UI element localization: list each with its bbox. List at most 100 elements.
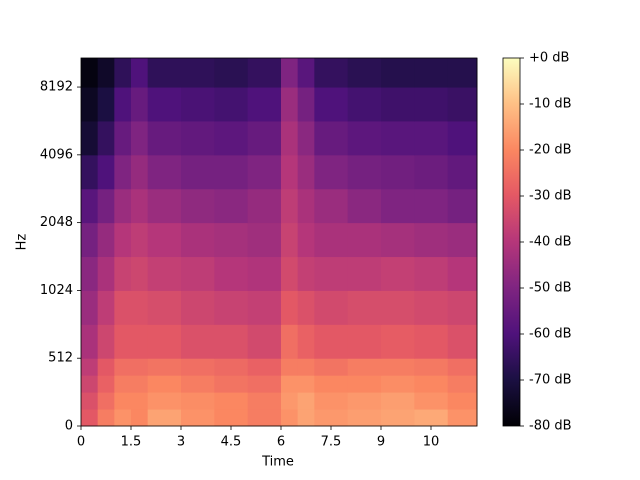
spectrogram-cell [297,87,315,122]
y-tick-label: 4096 [40,147,73,162]
spectrogram-cell [381,222,415,258]
spectrogram-cell [181,120,215,156]
spectrogram-cell [281,409,299,427]
spectrogram-cell [347,188,382,224]
spectrogram-cell [414,154,449,190]
spectrogram-cell [447,324,478,359]
spectrogram-cell [314,392,349,410]
spectrogram-cell [131,222,149,258]
spectrogram-cell [114,392,132,410]
spectrogram-cell [381,290,415,325]
spectrogram-cell [381,154,415,190]
spectrogram-cell [114,154,132,190]
spectrogram-cell [314,409,349,427]
spectrogram-cell [131,375,149,393]
spectrogram-cell [381,256,415,291]
spectrogram-cell [181,87,215,122]
spectrogram-cell [281,392,299,410]
spectrogram-cell [314,58,349,88]
spectrogram-cell [281,222,299,258]
spectrogram-cell [131,324,149,359]
spectrogram-cell [314,375,349,393]
spectrogram-cell [114,358,132,376]
spectrogram-cell [147,290,182,325]
spectrogram-cell [247,256,282,291]
spectrogram-cell [447,222,478,258]
spectrogram-cell [247,375,282,393]
colorbar-tick-label: -80 dB [529,419,572,434]
spectrogram-cell [347,392,382,410]
spectrogram-cell [81,392,99,410]
spectrogram-cell [247,120,282,156]
spectrogram-cell [81,256,99,291]
spectrogram-cell [81,222,99,258]
spectrogram-cell [314,188,349,224]
spectrogram-cell [381,409,415,427]
x-tick-label: 10 [423,435,440,450]
spectrogram-cell [281,87,299,122]
spectrogram-cell [114,87,132,122]
spectrogram-cell [81,358,99,376]
y-tick-label: 512 [48,351,73,366]
colorbar-tick-label: -20 dB [529,143,572,158]
y-tick-label: 2048 [40,215,73,230]
spectrogram-cell [414,290,449,325]
spectrogram-cell [347,409,382,427]
spectrogram-cell [381,392,415,410]
spectrogram-cell [247,154,282,190]
spectrogram-cell [447,392,478,410]
spectrogram-cell [97,358,115,376]
spectrogram-cell [81,58,99,88]
colorbar-tick-label: -50 dB [529,281,572,296]
spectrogram-cell [81,120,99,156]
spectrogram-cell [147,256,182,291]
spectrogram-cell [114,58,132,88]
spectrogram-cell [314,358,349,376]
spectrogram-cell [247,392,282,410]
x-tick-label: 9 [377,435,385,450]
spectrogram-cell [114,375,132,393]
spectrogram-cell [214,324,249,359]
spectrogram-cell [181,409,215,427]
spectrogram-cell [81,154,99,190]
spectrogram-cell [447,120,478,156]
spectrogram-cell [414,256,449,291]
y-tick-label: 0 [65,419,73,434]
colorbar-tick-label: -60 dB [529,327,572,342]
spectrogram-cell [97,188,115,224]
colorbar-tick-label: -30 dB [529,189,572,204]
spectrogram-cell [297,290,315,325]
spectrogram-cell [131,87,149,122]
spectrogram-cell [214,58,249,88]
spectrogram-cell [414,58,449,88]
spectrogram-cell [131,358,149,376]
spectrogram-cell [181,290,215,325]
spectrogram-cell [97,290,115,325]
spectrogram-cell [447,87,478,122]
x-tick-label: 0 [77,435,85,450]
colorbar-tick-label: +0 dB [529,51,569,66]
spectrogram-cell [247,409,282,427]
spectrogram-cell [81,375,99,393]
spectrogram-cell [147,375,182,393]
spectrogram-cell [114,188,132,224]
spectrogram-cell [97,392,115,410]
spectrogram-cell [347,290,382,325]
spectrogram-cell [297,154,315,190]
spectrogram-cell [131,290,149,325]
spectrogram-cell [114,256,132,291]
spectrogram-cell [147,58,182,88]
spectrogram-cell [214,222,249,258]
spectrogram-cell [247,324,282,359]
spectrogram-cell [181,222,215,258]
spectrogram-cell [281,256,299,291]
spectrogram-cell [114,290,132,325]
spectrogram-cell [447,154,478,190]
spectrogram-cell [447,358,478,376]
spectrogram-cell [147,154,182,190]
spectrogram-cell [314,324,349,359]
spectrogram-cell [81,188,99,224]
spectrogram-cell [214,392,249,410]
spectrogram-cell [297,324,315,359]
spectrogram-cell [214,290,249,325]
